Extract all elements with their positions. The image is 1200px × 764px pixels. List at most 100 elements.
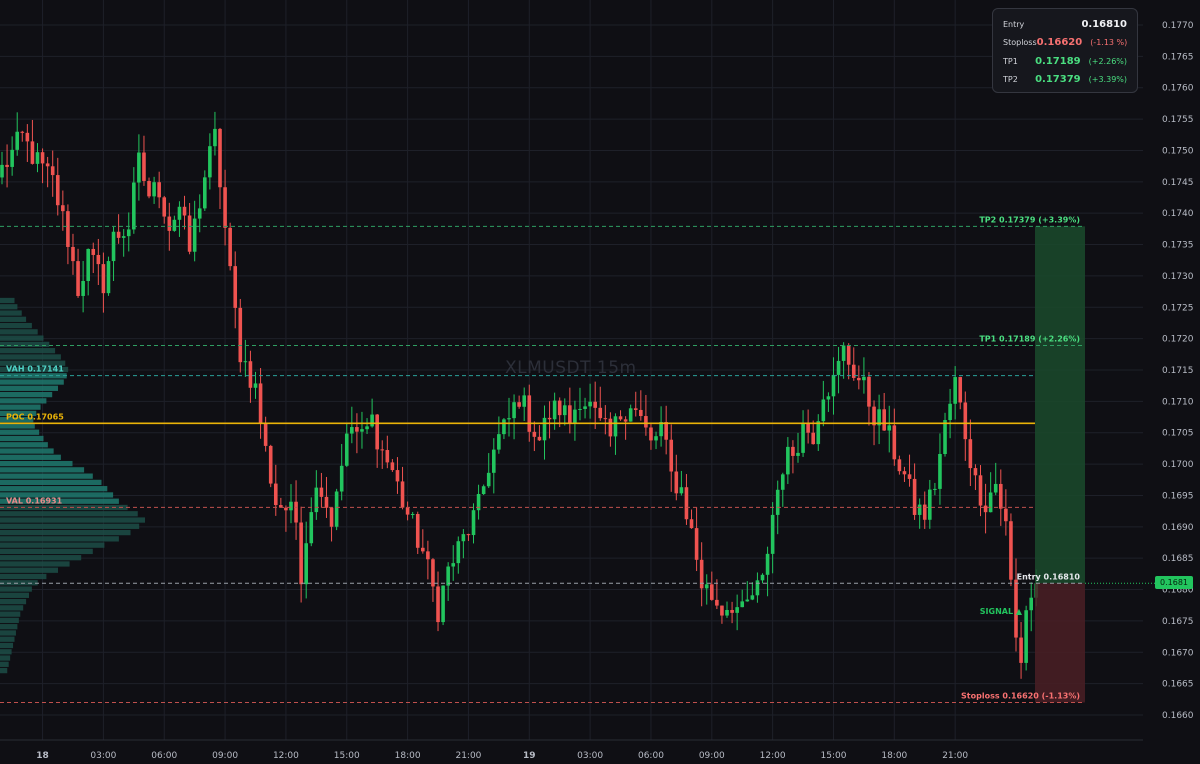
- candle-body: [339, 465, 344, 492]
- candle-body: [152, 182, 156, 197]
- x-tick-label: 06:00: [151, 751, 177, 761]
- candle-body: [71, 246, 75, 262]
- candle-body: [760, 574, 765, 581]
- candle-body: [40, 152, 45, 164]
- candle-body: [451, 563, 456, 567]
- candle-body: [20, 131, 25, 133]
- candle-body: [791, 446, 795, 456]
- entry-label: Entry 0.16810: [1017, 572, 1081, 581]
- candle-body: [786, 446, 790, 475]
- candle-body: [669, 439, 674, 472]
- candle-body: [197, 208, 202, 219]
- x-tick-label: 18: [36, 751, 49, 761]
- y-tick-label: 0.1720: [1162, 335, 1194, 345]
- candle-body: [314, 487, 319, 513]
- candle-body: [704, 584, 709, 589]
- info-row-tp1: TP1 0.17189 (+2.26%): [1003, 52, 1127, 71]
- candle-body: [111, 231, 116, 262]
- volume-profile-bar: [0, 373, 67, 379]
- candle-body: [547, 417, 552, 420]
- x-tick-label: 21:00: [455, 751, 481, 761]
- candle-body: [811, 432, 815, 445]
- volume-profile-bar: [0, 630, 16, 636]
- volume-profile-bar: [0, 536, 119, 542]
- info-value: 0.17189: [1035, 55, 1081, 67]
- info-value: 0.16810: [1081, 18, 1127, 30]
- candle-body: [735, 607, 739, 613]
- candle-body: [147, 180, 151, 197]
- volume-profile-bar: [0, 636, 15, 642]
- candle-body: [294, 501, 298, 523]
- candle-body: [502, 419, 506, 435]
- candle-body: [126, 229, 131, 237]
- x-tick-label: 15:00: [821, 751, 847, 761]
- candle-body: [284, 507, 288, 511]
- volume-profile-bar: [0, 304, 18, 310]
- volume-profile-bar: [0, 586, 32, 592]
- volume-profile-bar: [0, 523, 140, 529]
- candle-body: [644, 416, 648, 428]
- candle-body: [355, 427, 359, 432]
- candle-body: [405, 507, 410, 515]
- volume-profile-bar: [0, 542, 105, 548]
- volume-profile-bar: [0, 617, 19, 624]
- volume-profile-bar: [0, 667, 8, 674]
- candle-body: [988, 492, 993, 513]
- volume-profile-bar: [0, 598, 27, 605]
- info-row-tp2: TP2 0.17379 (+3.39%): [1003, 71, 1127, 90]
- candle-body: [846, 345, 851, 365]
- y-tick-label: 0.1715: [1162, 366, 1194, 376]
- candle-body: [578, 408, 582, 410]
- candle-body: [557, 400, 562, 416]
- volume-profile-bar: [0, 454, 61, 460]
- candle-body: [715, 599, 719, 606]
- volume-profile-bar: [0, 322, 32, 329]
- candle-body: [938, 453, 942, 489]
- x-tick-label: 06:00: [638, 751, 664, 761]
- candle-body: [973, 468, 978, 476]
- candle-body: [867, 376, 871, 407]
- candle-body: [375, 414, 379, 450]
- candle-body: [968, 439, 973, 469]
- candle-body: [243, 361, 248, 363]
- candle-body: [775, 489, 780, 515]
- candle-body: [228, 227, 232, 267]
- y-tick-label: 0.1755: [1162, 115, 1194, 125]
- candle-body: [486, 472, 491, 487]
- candle-body: [862, 376, 866, 381]
- y-tick-label: 0.1705: [1162, 429, 1194, 439]
- candle-body: [882, 409, 886, 431]
- volume-profile-bar: [0, 329, 38, 335]
- y-tick-label: 0.1695: [1162, 491, 1194, 501]
- candle-body: [1029, 597, 1034, 611]
- y-tick-label: 0.1670: [1162, 648, 1194, 658]
- candle-body: [15, 131, 20, 150]
- candle-body: [299, 522, 303, 585]
- candle-body: [562, 405, 567, 416]
- candle-body: [436, 586, 440, 623]
- info-label: Stoploss: [1003, 38, 1037, 48]
- y-tick-label: 0.1770: [1162, 21, 1194, 31]
- volume-profile-bar: [0, 592, 29, 598]
- candle-body: [461, 534, 466, 542]
- candle-body: [238, 307, 243, 363]
- candle-body: [943, 420, 947, 454]
- y-tick-label: 0.1675: [1162, 617, 1194, 627]
- candle-body: [765, 553, 770, 575]
- volume-profile-bar: [0, 398, 47, 404]
- volume-profile-bar: [0, 492, 114, 498]
- candle-body: [273, 483, 278, 506]
- tp1-label: TP1 0.17189 (+2.26%): [979, 335, 1080, 344]
- y-tick-label: 0.1660: [1162, 711, 1194, 721]
- x-tick-label: 15:00: [334, 751, 360, 761]
- x-tick-label: 03:00: [90, 751, 116, 761]
- candle-body: [821, 399, 826, 422]
- candle-body: [593, 401, 597, 408]
- volume-profile-bar: [0, 366, 69, 373]
- candle-body: [491, 449, 496, 473]
- info-label: TP1: [1003, 56, 1018, 66]
- candle-body: [385, 450, 390, 463]
- x-tick-label: 09:00: [212, 751, 238, 761]
